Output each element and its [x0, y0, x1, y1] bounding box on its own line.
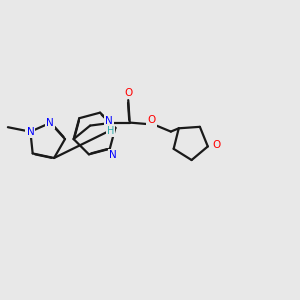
Text: O: O	[212, 140, 220, 150]
Text: N: N	[109, 150, 117, 160]
Text: N: N	[46, 118, 54, 128]
Text: O: O	[124, 88, 132, 98]
Text: H: H	[106, 126, 114, 136]
Text: N: N	[26, 127, 34, 137]
Text: N: N	[105, 116, 112, 126]
Text: O: O	[147, 116, 155, 125]
